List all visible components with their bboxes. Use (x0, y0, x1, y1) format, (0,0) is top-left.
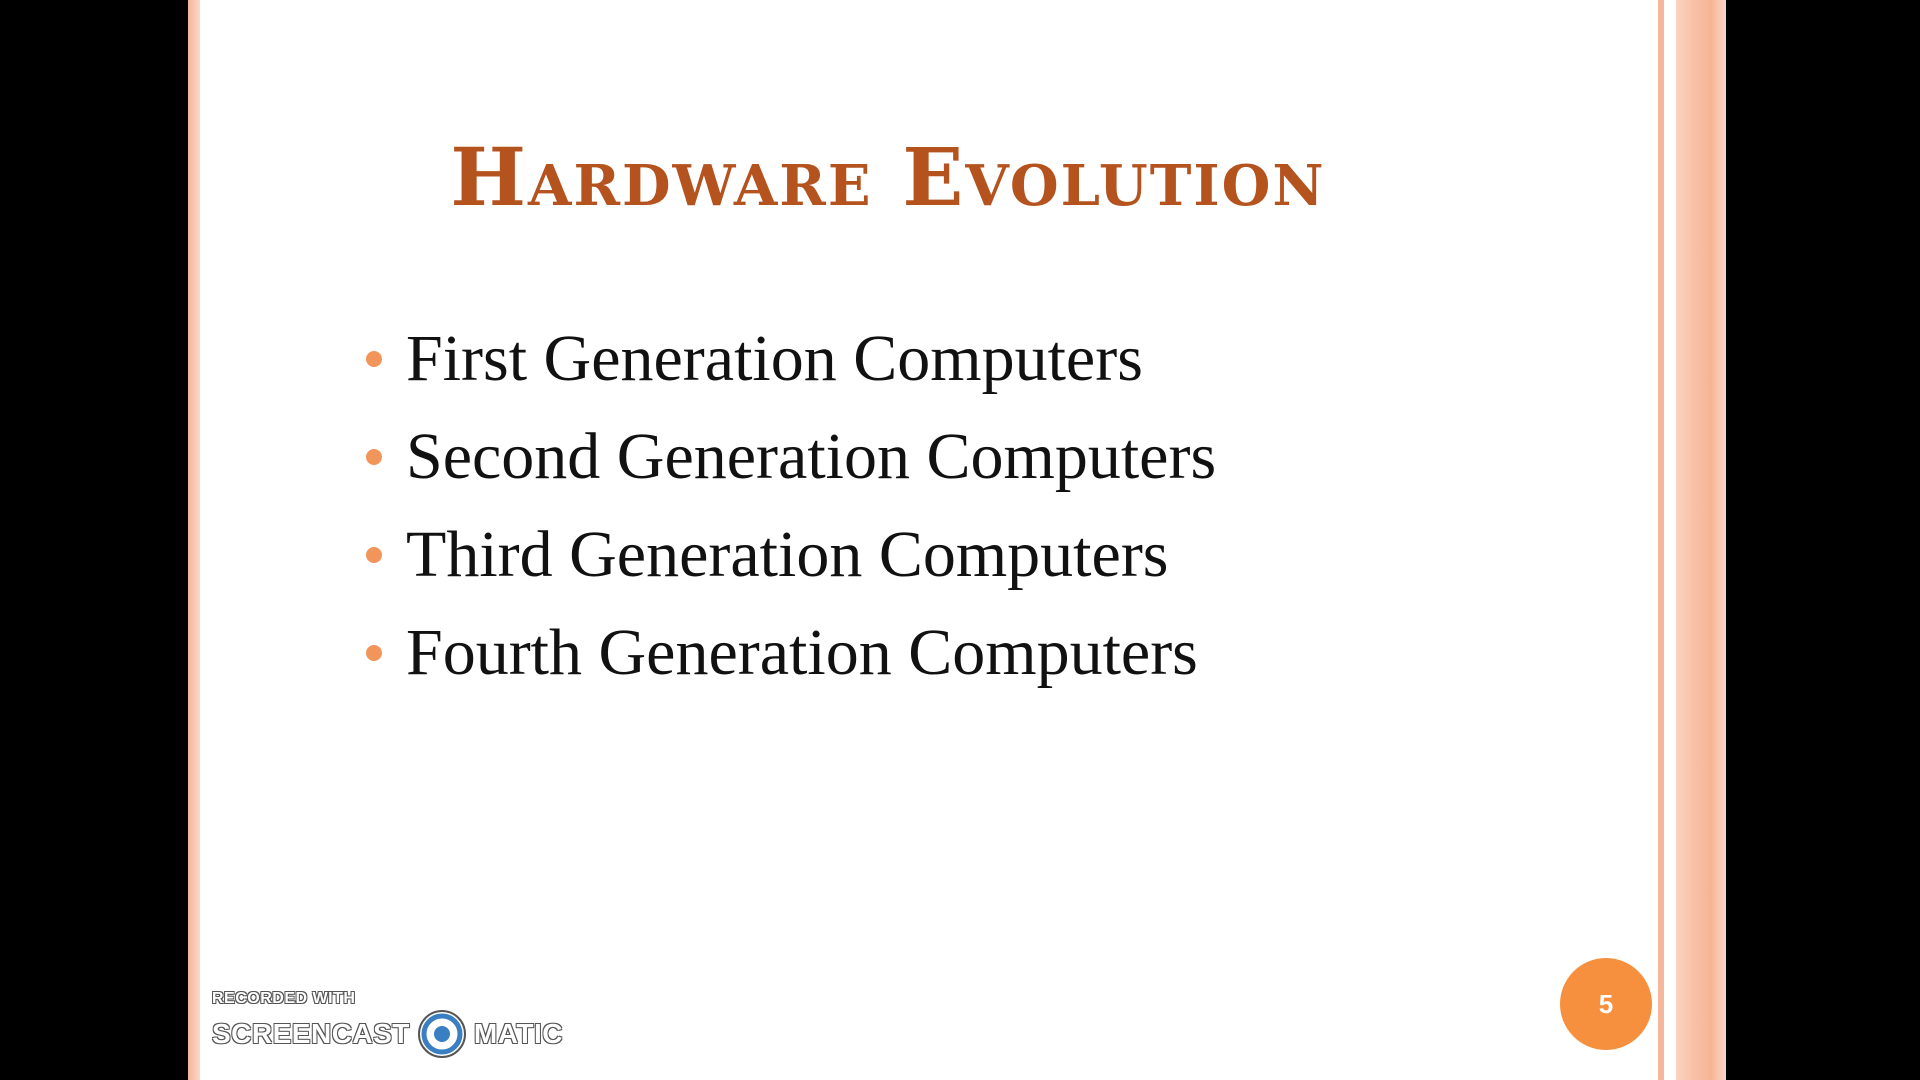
presentation-slide: Hardware Evolution First Generation Comp… (188, 0, 1726, 1080)
list-item: Second Generation Computers (366, 408, 1216, 506)
watermark-recorded-label: RECORDED WITH (212, 990, 356, 1007)
page-number-badge: 5 (1560, 958, 1652, 1050)
watermark-brand: SCREENCAST MATIC (212, 1008, 563, 1060)
bullet-dot-icon (366, 547, 382, 563)
list-item: First Generation Computers (366, 310, 1216, 408)
bullet-text: First Generation Computers (406, 322, 1143, 395)
bullet-dot-icon (366, 351, 382, 367)
bullet-text: Third Generation Computers (406, 518, 1169, 591)
record-icon (417, 1010, 466, 1058)
slide-title: Hardware Evolution (450, 130, 1326, 224)
slide-right-border-band (1676, 0, 1726, 1080)
watermark-brand-right: MATIC (473, 1018, 563, 1049)
bullet-text: Second Generation Computers (406, 420, 1217, 493)
list-item: Fourth Generation Computers (366, 604, 1216, 702)
list-item: Third Generation Computers (366, 506, 1216, 604)
slide-right-border-line (1658, 0, 1664, 1080)
bullet-dot-icon (366, 449, 382, 465)
screencast-watermark: RECORDED WITH SCREENCAST MATIC (212, 990, 562, 1062)
bullet-list: First Generation Computers Second Genera… (366, 310, 1216, 702)
bullet-dot-icon (366, 645, 382, 661)
slide-left-border (188, 0, 200, 1080)
watermark-brand-left: SCREENCAST (212, 1018, 410, 1049)
bullet-text: Fourth Generation Computers (406, 616, 1198, 689)
